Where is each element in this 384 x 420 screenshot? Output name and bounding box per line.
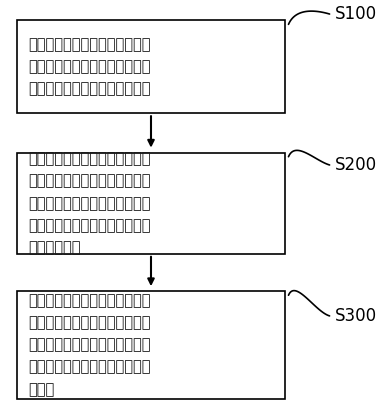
FancyBboxPatch shape <box>17 152 285 254</box>
Text: S300: S300 <box>335 307 377 325</box>
FancyBboxPatch shape <box>17 20 285 113</box>
FancyBboxPatch shape <box>17 291 285 399</box>
Text: 上层设备向下一电池内阔检测模
块发送编码后的编码序列进行编
码，直至所有待编码的电池内阔
检测模块完成编码并在上层设备
中存储: 上层设备向下一电池内阔检测模 块发送编码后的编码序列进行编 码，直至所有待编码的… <box>28 293 150 397</box>
Text: 上层设备向多个依次串接的待编
码的电池内阔检测模块中的当前
电池内阔检测模块发送编码序列: 上层设备向多个依次串接的待编 码的电池内阔检测模块中的当前 电池内阔检测模块发送… <box>28 37 150 97</box>
Text: 当前电池内阔检测模块接收所述
编码序列并进行编址，若当前电
池内阔检测模块编码完成时，则
将编码后的编码序列发送至上层
设备进行存储: 当前电池内阔检测模块接收所述 编码序列并进行编址，若当前电 池内阔检测模块编码完… <box>28 151 150 255</box>
Text: S200: S200 <box>335 156 377 174</box>
Text: S100: S100 <box>335 5 377 23</box>
